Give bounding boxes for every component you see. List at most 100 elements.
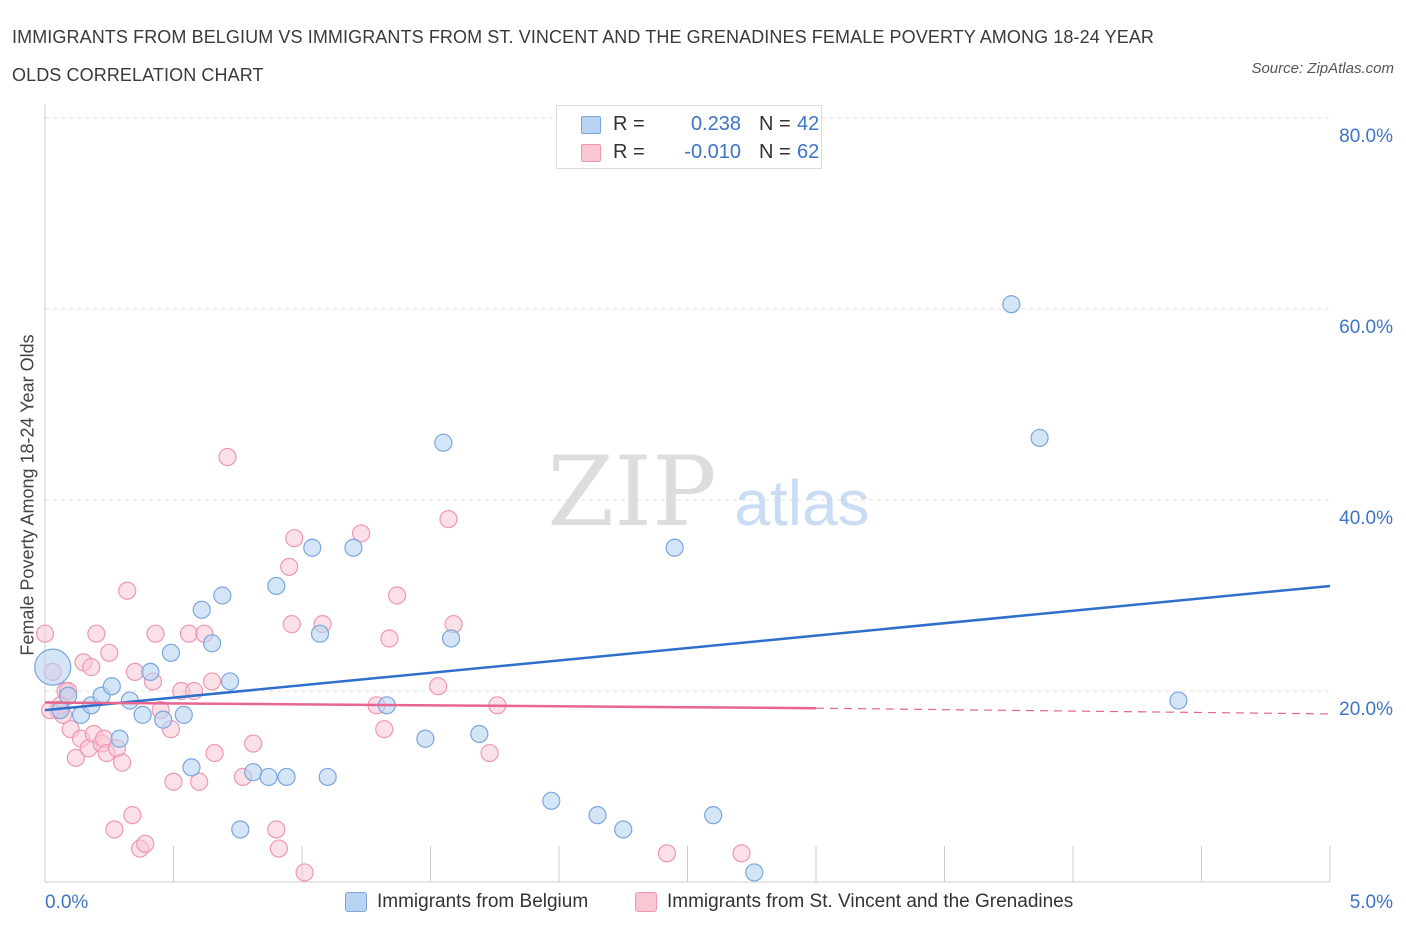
- y-tick-label: 20.0%: [1339, 699, 1393, 720]
- legend-n-label: N =: [759, 141, 791, 163]
- data-point-belgium: [220, 672, 240, 691]
- data-point-stvincent: [87, 624, 106, 643]
- x-tick-label: 0.0%: [45, 892, 88, 913]
- legend-n-value-stvincent: 62: [797, 141, 820, 163]
- trend-line-belgium: [44, 584, 1331, 712]
- y-axis-label: Female Poverty Among 18-24 Year Olds: [17, 334, 38, 656]
- trend-line-stvincent-extrapolated: [815, 707, 1331, 715]
- data-point-stvincent: [105, 820, 124, 839]
- data-point-stvincent: [112, 753, 132, 772]
- watermark-zip: ZIP: [547, 436, 716, 548]
- data-point-stvincent: [285, 529, 304, 548]
- data-point-stvincent: [375, 720, 394, 739]
- data-point-belgium: [59, 686, 78, 705]
- data-point-stvincent: [146, 624, 165, 643]
- data-point-stvincent: [205, 743, 224, 763]
- data-point-stvincent: [35, 624, 55, 643]
- data-point-stvincent: [267, 820, 286, 839]
- series-belgium-points: [34, 295, 1188, 882]
- data-point-stvincent: [480, 743, 499, 763]
- data-point-belgium: [1169, 691, 1188, 710]
- data-point-stvincent: [82, 658, 101, 677]
- legend-n-label: N =: [759, 113, 791, 135]
- legend-r-label: R =: [613, 113, 645, 135]
- bottom-legend-swatch-belgium: [345, 892, 367, 912]
- data-point-belgium: [231, 820, 250, 839]
- data-point-belgium: [244, 763, 263, 782]
- data-point-belgium: [318, 767, 337, 787]
- bottom-legend-swatch-stvincent: [635, 892, 657, 912]
- y-tick-label: 60.0%: [1339, 317, 1393, 338]
- correlation-legend: R = 0.238 N = 42 R = -0.010 N = 62: [556, 105, 822, 169]
- data-point-belgium: [141, 662, 160, 682]
- data-point-stvincent: [136, 834, 155, 853]
- data-point-belgium: [303, 538, 322, 557]
- watermark: ZIP atlas: [547, 436, 869, 548]
- data-point-belgium: [416, 729, 435, 748]
- data-point-belgium: [441, 629, 461, 648]
- data-point-belgium: [704, 806, 723, 825]
- data-point-stvincent: [439, 509, 458, 529]
- data-point-stvincent: [269, 839, 288, 858]
- data-point-stvincent: [118, 581, 137, 600]
- data-point-stvincent: [164, 772, 183, 791]
- data-point-belgium: [213, 586, 232, 605]
- data-point-stvincent: [657, 844, 677, 863]
- data-point-belgium: [34, 648, 72, 686]
- data-point-stvincent: [125, 662, 145, 682]
- data-point-belgium: [102, 677, 121, 696]
- data-point-stvincent: [66, 748, 85, 767]
- source-label: Source: ZipAtlas.com: [1251, 60, 1394, 77]
- legend-r-label: R =: [613, 141, 645, 163]
- data-point-belgium: [110, 729, 129, 748]
- data-point-belgium: [1030, 428, 1049, 448]
- data-point-stvincent: [190, 772, 209, 791]
- data-point-stvincent: [100, 643, 119, 662]
- data-point-belgium: [614, 820, 633, 839]
- y-tick-label: 80.0%: [1339, 126, 1393, 147]
- data-point-belgium: [277, 767, 296, 787]
- data-point-stvincent: [380, 629, 399, 648]
- data-point-stvincent: [732, 844, 751, 863]
- data-point-belgium: [310, 624, 330, 643]
- trend-line-stvincent: [44, 701, 817, 710]
- bottom-legend-label-stvincent: Immigrants from St. Vincent and the Gren…: [667, 891, 1074, 912]
- y-tick-label: 40.0%: [1339, 508, 1393, 529]
- data-point-belgium: [192, 600, 211, 619]
- chart-title: IMMIGRANTS FROM BELGIUM VS IMMIGRANTS FR…: [12, 27, 1155, 85]
- data-point-stvincent: [244, 734, 263, 753]
- data-point-belgium: [542, 791, 561, 810]
- data-point-stvincent: [387, 586, 407, 605]
- legend-r-value-belgium: 0.238: [690, 113, 741, 135]
- watermark-atlas: atlas: [734, 467, 869, 539]
- trend-lines: [44, 584, 1331, 715]
- legend-swatch-stvincent: [581, 144, 601, 162]
- data-point-belgium: [161, 643, 181, 662]
- data-point-stvincent: [218, 447, 237, 467]
- data-point-stvincent: [179, 624, 199, 643]
- data-point-belgium: [745, 863, 764, 882]
- data-point-belgium: [470, 724, 489, 744]
- data-point-stvincent: [202, 672, 222, 691]
- data-point-stvincent: [429, 677, 448, 696]
- data-point-belgium: [344, 538, 363, 557]
- data-point-stvincent: [280, 557, 299, 576]
- data-point-stvincent: [352, 524, 371, 543]
- legend-swatch-belgium: [581, 116, 601, 134]
- data-point-belgium: [267, 576, 286, 596]
- data-point-stvincent: [282, 615, 301, 634]
- data-point-belgium: [434, 433, 453, 452]
- data-point-belgium: [133, 705, 152, 724]
- data-point-belgium: [154, 710, 173, 729]
- data-point-belgium: [665, 538, 684, 557]
- data-point-belgium: [202, 634, 222, 653]
- data-point-belgium: [1002, 295, 1021, 314]
- data-point-belgium: [174, 705, 193, 724]
- data-point-belgium: [259, 767, 278, 787]
- data-point-stvincent: [123, 806, 142, 825]
- tick-labels: 20.0% 40.0% 60.0% 80.0% 0.0% 5.0%: [45, 126, 1393, 913]
- legend-r-value-stvincent: -0.010: [684, 141, 741, 163]
- data-point-belgium: [182, 758, 201, 777]
- x-tick-label: 5.0%: [1350, 892, 1393, 913]
